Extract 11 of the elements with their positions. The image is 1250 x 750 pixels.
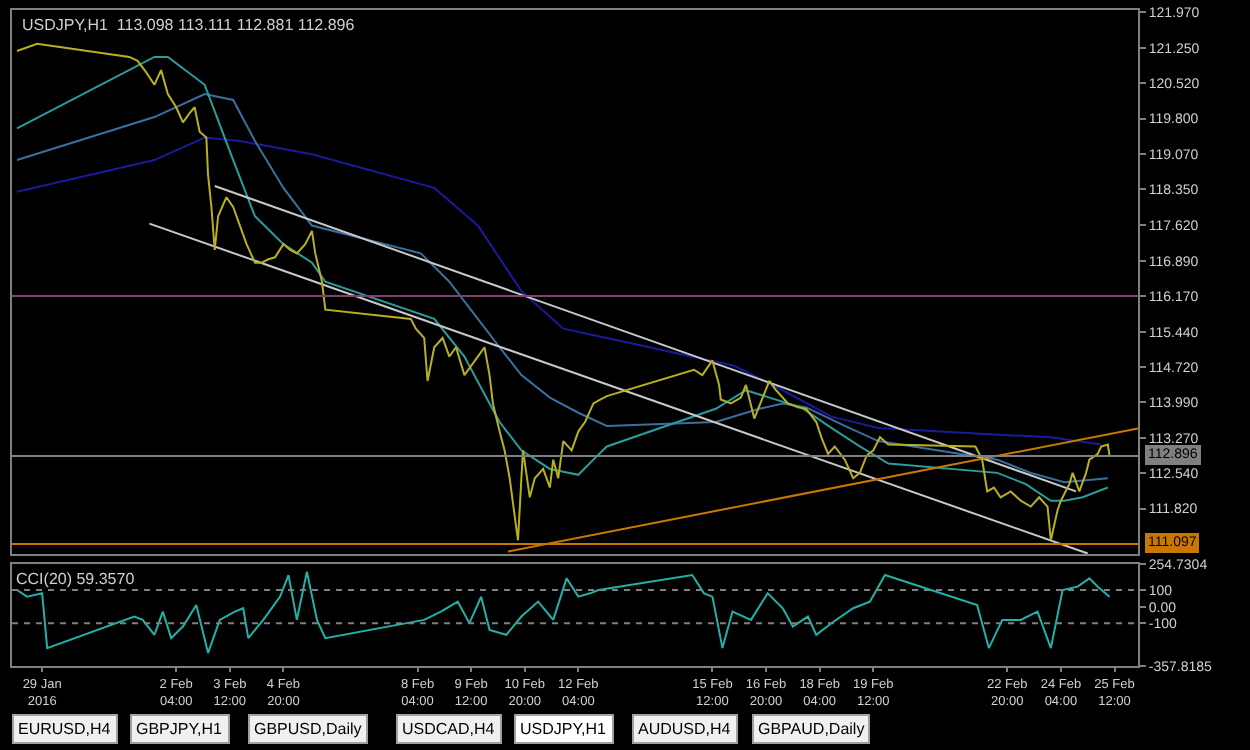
text: GBPAUD,Daily	[758, 720, 865, 738]
text: USDCAD,H4	[402, 720, 496, 738]
text: EURUSD,H4	[18, 720, 112, 738]
line-series	[16, 570, 1111, 655]
chart-title: USDJPY,H1 113.098 113.111 112.881 112.896	[22, 16, 356, 34]
text: GBPUSD,Daily	[254, 720, 362, 738]
text: AUDUSD,H4	[638, 720, 732, 738]
line-series	[16, 136, 1103, 446]
text: GBPJPY,H1	[136, 720, 224, 738]
text: USDJPY,H1	[520, 720, 608, 738]
series-label: CCI(20) 59.3570	[16, 570, 136, 588]
